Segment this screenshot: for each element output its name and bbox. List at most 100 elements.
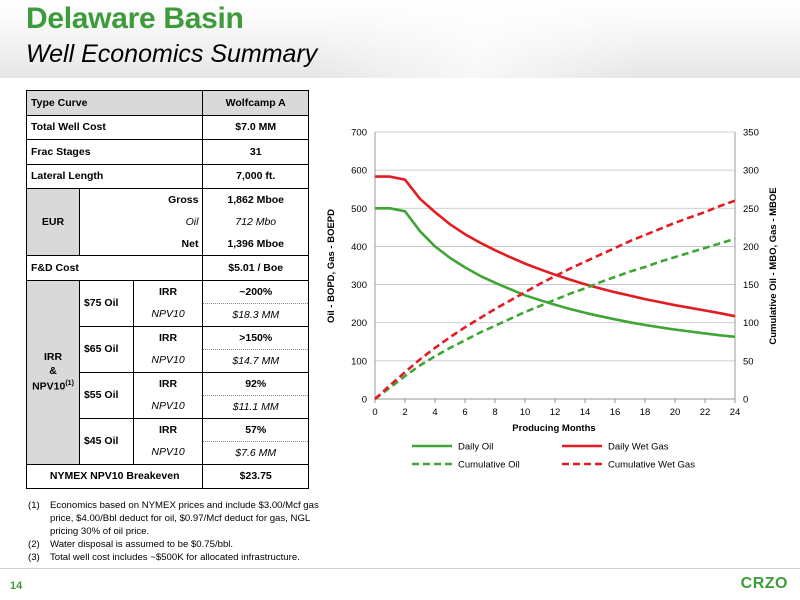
series-line-cumulative-oil: [374, 237, 736, 401]
total-well-cost-value: $7.0 MM: [202, 114, 309, 140]
irr-value: 57%: [202, 417, 309, 442]
y2-tick-label: 300: [743, 166, 759, 177]
legend-label: Daily Wet Gas: [608, 442, 669, 453]
x-axis-label: Producing Months: [512, 423, 595, 434]
chart-tick-labels: 0100200300400500600700050100150200250300…: [351, 128, 759, 419]
price-case-55: $55 Oil: [78, 371, 134, 419]
legend-label: Cumulative Oil: [458, 460, 520, 471]
footnote-text: Total well cost includes ~$500K for allo…: [50, 551, 300, 563]
lateral-length-label: Lateral Length: [25, 163, 204, 189]
npv-label: NPV10: [133, 395, 204, 419]
footnote-1: (1) Economics based on NYMEX prices and …: [28, 500, 328, 539]
table-row: $55 Oil IRR 92%: [27, 371, 309, 419]
y-axis-label: Oil - BOPD, Gas - BOEPD: [326, 209, 337, 323]
x-tick-label: 24: [730, 407, 741, 418]
eur-gross-label: Gross: [78, 188, 204, 211]
x-tick-label: 6: [462, 407, 467, 418]
irr-npv-group-label: IRR & NPV10(1): [26, 279, 80, 465]
slide-subtitle: Well Economics Summary: [26, 40, 318, 68]
price-case-75: $75 Oil: [78, 279, 134, 327]
irr-group-footnote-ref: (1): [65, 380, 74, 388]
table-row: IRR & NPV10(1) $75 Oil IRR ~200%: [26, 279, 309, 465]
table-row: Frac Stages 31: [25, 139, 309, 165]
npv-label: NPV10: [133, 349, 204, 373]
frac-stages-value: 31: [202, 139, 309, 165]
irr-label: IRR: [133, 372, 204, 395]
legend-label: Daily Oil: [458, 442, 493, 453]
table-row: F&D Cost $5.01 / Boe: [25, 255, 309, 281]
footnote-number: (1): [28, 500, 40, 511]
table-row: NYMEX NPV10 Breakeven $23.75: [25, 463, 309, 489]
x-tick-label: 14: [580, 407, 591, 418]
npv-value: $7.6 MM: [202, 441, 309, 465]
irr-value: ~200%: [202, 279, 309, 304]
y-tick-label: 400: [351, 242, 367, 253]
well-economics-table: Type Curve Wolfcamp A Total Well Cost $7…: [25, 90, 309, 489]
breakeven-value: $23.75: [202, 463, 309, 489]
y-tick-label: 100: [351, 356, 367, 367]
y-tick-label: 500: [351, 204, 367, 215]
type-curve-value: Wolfcamp A: [202, 90, 309, 116]
footnotes: (1) Economics based on NYMEX prices and …: [28, 500, 328, 565]
table-row: Lateral Length 7,000 ft.: [25, 163, 309, 189]
y2-tick-label: 350: [743, 128, 759, 139]
slide-header: Delaware Basin Well Economics Summary: [0, 0, 800, 78]
x-tick-label: 4: [432, 407, 437, 418]
npv-label: NPV10: [133, 441, 204, 465]
x-tick-label: 20: [670, 407, 681, 418]
y-tick-label: 200: [351, 318, 367, 329]
eur-net-label: Net: [78, 233, 204, 256]
irr-group-label-2: &: [49, 365, 57, 378]
irr-label: IRR: [133, 280, 204, 303]
x-tick-label: 22: [700, 407, 711, 418]
irr-group-label-1: IRR: [43, 350, 63, 363]
npv-value: $18.3 MM: [202, 303, 309, 327]
slide-title: Delaware Basin: [26, 2, 244, 35]
npv-value: $11.1 MM: [202, 395, 309, 419]
table-row: Total Well Cost $7.0 MM: [25, 114, 309, 140]
y2-axis-label: Cumulative Oil - MBO, Gas - MBOE: [768, 187, 779, 344]
y2-tick-label: 200: [743, 242, 759, 253]
table-row: NPV10 $18.3 MM: [27, 303, 309, 327]
fd-cost-label: F&D Cost: [25, 255, 204, 281]
fd-cost-value: $5.01 / Boe: [202, 255, 309, 281]
table-row: EUR Gross 1,862 Mboe: [26, 188, 309, 256]
price-case-65: $65 Oil: [78, 325, 134, 373]
footnote-text: Economics based on NYMEX prices and incl…: [50, 500, 319, 537]
table-row: Net 1,396 Mboe: [27, 233, 309, 256]
y-tick-label: 600: [351, 166, 367, 177]
price-case-45: $45 Oil: [78, 417, 134, 465]
chart-legend: Daily Oil Daily Wet Gas Cumulative Oil Cumu…: [412, 442, 695, 471]
irr-value: >150%: [202, 325, 309, 350]
chart-axes: [374, 132, 736, 403]
company-logo: CRZO: [740, 575, 788, 592]
footnote-number: (3): [28, 551, 40, 563]
y2-tick-label: 250: [743, 204, 759, 215]
footnote-3: (3) Total well cost includes ~$500K for …: [28, 552, 328, 565]
footnote-number: (2): [28, 538, 40, 550]
table-row: NPV10 $7.6 MM: [27, 441, 309, 465]
footnote-2: (2) Water disposal is assumed to be $0.7…: [28, 539, 328, 552]
eur-oil-value: 712 Mbo: [202, 211, 309, 233]
production-chart: 0100200300400500600700050100150200250300…: [326, 128, 779, 471]
lateral-length-value: 7,000 ft.: [202, 163, 309, 189]
table-row: NPV10 $11.1 MM: [27, 395, 309, 419]
y2-tick-label: 100: [743, 318, 759, 329]
y-tick-label: 700: [351, 128, 367, 139]
eur-gross-value: 1,862 Mboe: [202, 188, 309, 211]
x-tick-label: 16: [610, 407, 621, 418]
y-tick-label: 300: [351, 280, 367, 291]
eur-oil-label: Oil: [78, 211, 204, 233]
page-number: 14: [10, 580, 23, 592]
header-sheen: [0, 0, 800, 78]
frac-stages-label: Frac Stages: [25, 139, 204, 165]
table-row: NPV10 $14.7 MM: [27, 349, 309, 373]
breakeven-label: NYMEX NPV10 Breakeven: [25, 463, 204, 489]
footnote-text: Water disposal is assumed to be $0.75/bb…: [50, 538, 234, 550]
legend-label: Cumulative Wet Gas: [608, 460, 695, 471]
irr-label: IRR: [133, 418, 204, 441]
y-tick-label: 0: [362, 395, 367, 406]
y2-tick-label: 150: [743, 280, 759, 291]
series-line-daily-wet-gas: [375, 175, 736, 318]
x-tick-label: 2: [402, 407, 407, 418]
